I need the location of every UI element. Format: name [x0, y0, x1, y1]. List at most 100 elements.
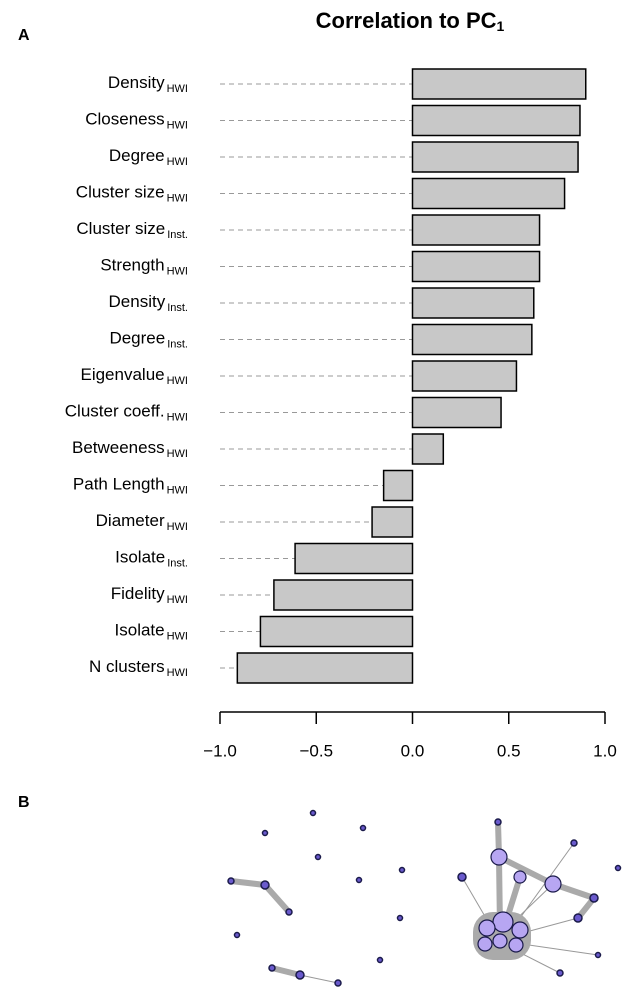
bar	[273, 579, 414, 611]
node	[261, 829, 269, 837]
x-tick-label: 1.0	[593, 741, 617, 760]
category-subscript: HWI	[167, 411, 188, 423]
x-tick-label: −1.0	[203, 741, 237, 760]
category-label: Degree Inst.	[109, 329, 188, 350]
bar	[411, 177, 566, 210]
x-tick-label: 0.5	[497, 741, 521, 760]
category-subscript: Inst.	[167, 338, 188, 350]
node	[227, 877, 235, 885]
category-subscript: HWI	[167, 630, 188, 642]
category-subscript: Inst.	[167, 557, 188, 569]
edge	[299, 974, 339, 984]
category-label: Isolate HWI	[115, 621, 188, 642]
node	[511, 921, 529, 939]
category-label: Density HWI	[108, 73, 188, 94]
node	[309, 809, 317, 817]
category-name: Diameter	[96, 511, 165, 530]
bar	[411, 250, 541, 283]
bar	[411, 396, 502, 429]
node	[513, 870, 527, 884]
network	[227, 809, 622, 987]
node	[396, 914, 404, 922]
node	[492, 911, 514, 933]
category-subscript: HWI	[167, 156, 188, 168]
category-subscript: HWI	[167, 448, 188, 460]
bar	[411, 214, 541, 246]
category-subscript: HWI	[167, 375, 188, 387]
node	[594, 951, 602, 959]
category-name: Fidelity	[111, 584, 165, 603]
node	[589, 893, 599, 903]
node	[355, 876, 363, 884]
edge	[262, 882, 292, 915]
title-subscript: 1	[497, 18, 505, 34]
bar	[259, 615, 414, 648]
category-name: Eigenvalue	[80, 365, 164, 384]
x-tick-label: −0.5	[299, 741, 333, 760]
category-label: Cluster coeff. HWI	[65, 402, 188, 423]
node	[334, 979, 342, 987]
bar	[411, 433, 445, 465]
category-label: Betweeness HWI	[72, 438, 188, 459]
bar	[236, 652, 414, 684]
category-name: N clusters	[89, 657, 165, 676]
edge	[228, 878, 268, 888]
category-subscript: HWI	[167, 83, 188, 95]
node	[544, 875, 562, 893]
category-label: Fidelity HWI	[111, 584, 188, 605]
category-name: Degree	[109, 329, 165, 348]
category-name: Isolate	[115, 621, 165, 640]
node	[295, 970, 305, 980]
bar	[411, 287, 535, 319]
category-label: Density Inst.	[109, 292, 188, 313]
panel-label: B	[18, 794, 30, 811]
bar	[382, 469, 414, 502]
node	[614, 864, 622, 872]
node	[478, 919, 496, 937]
category-subscript: HWI	[167, 667, 188, 679]
node	[359, 824, 367, 832]
category-subscript: HWI	[167, 484, 188, 496]
node	[556, 969, 564, 977]
bar	[411, 141, 579, 173]
category-subscript: Inst.	[167, 302, 188, 314]
node	[376, 956, 384, 964]
node	[233, 931, 241, 939]
small-nodes	[227, 809, 622, 987]
category-label: Cluster size Inst.	[76, 219, 188, 240]
node	[457, 872, 467, 882]
category-label: Isolate Inst.	[115, 548, 188, 569]
node	[490, 848, 508, 866]
node	[477, 936, 493, 952]
category-name: Cluster size	[76, 183, 165, 202]
category-label: Strength HWI	[100, 256, 188, 277]
node	[570, 839, 578, 847]
category-label: Closeness HWI	[85, 110, 188, 131]
bar	[411, 104, 581, 137]
category-subscript: Inst.	[167, 229, 188, 241]
category-name: Density	[108, 73, 165, 92]
category-subscript: HWI	[167, 192, 188, 204]
category-name: Strength	[100, 256, 164, 275]
category-name: Closeness	[85, 110, 164, 129]
node	[494, 818, 502, 826]
bar	[411, 68, 587, 100]
category-name: Isolate	[115, 548, 165, 567]
edge	[269, 965, 303, 978]
category-subscript: HWI	[167, 521, 188, 533]
panel-label: A	[18, 27, 30, 44]
node	[573, 913, 583, 923]
node	[268, 964, 276, 972]
bar	[411, 360, 518, 392]
category-label: Diameter HWI	[96, 511, 188, 532]
node	[492, 933, 508, 949]
bar	[371, 506, 414, 538]
node	[508, 937, 524, 953]
category-name: Betweeness	[72, 438, 165, 457]
node	[260, 880, 270, 890]
node	[314, 853, 322, 861]
category-label: Path Length HWI	[73, 475, 188, 496]
category-label: Eigenvalue HWI	[80, 365, 188, 386]
category-label: Degree HWI	[109, 146, 188, 167]
